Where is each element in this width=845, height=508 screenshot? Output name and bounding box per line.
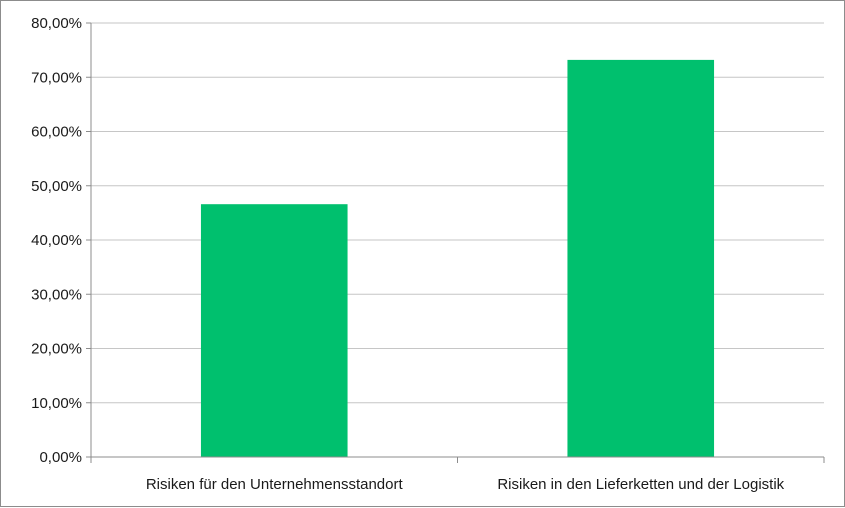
- bars: [200, 59, 715, 457]
- y-tick-label: 10,00%: [31, 395, 82, 412]
- y-tick-label: 0,00%: [39, 449, 82, 466]
- y-tick-label: 20,00%: [31, 341, 82, 358]
- y-tick-label: 70,00%: [31, 69, 82, 86]
- y-tick-label: 40,00%: [31, 232, 82, 249]
- category-label: Risiken in den Lieferketten und der Logi…: [497, 476, 784, 493]
- category-label: Risiken für den Unternehmensstandort: [146, 476, 404, 493]
- category-labels: Risiken für den Unternehmensstandort Risi…: [146, 476, 785, 493]
- y-tick-label: 60,00%: [31, 124, 82, 141]
- bar: [567, 59, 715, 457]
- y-tick-label: 30,00%: [31, 286, 82, 303]
- y-tick-labels: 0,00% 10,00% 20,00% 30,00% 40,00% 50,00% 60,00…: [31, 15, 91, 466]
- bar: [200, 204, 348, 457]
- y-tick-label: 50,00%: [31, 178, 82, 195]
- y-tick-label: 80,00%: [31, 15, 82, 32]
- x-tick-marks: [90, 457, 825, 463]
